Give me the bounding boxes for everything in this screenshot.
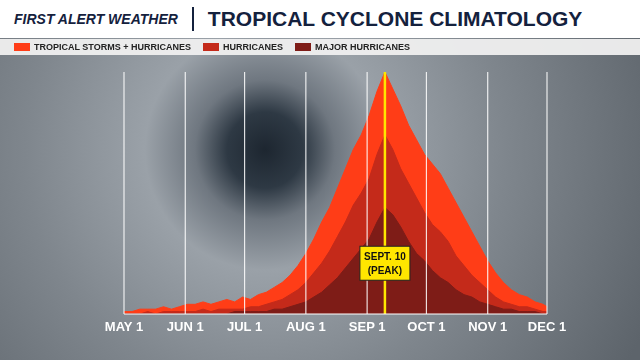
html-text:FIRST ALERT WEATHER: FIRST ALERT WEATHER — [14, 11, 178, 27]
html-text:TROPICAL STORMS + HURRICANES: TROPICAL STORMS + HURRICANES — [34, 42, 191, 52]
svg-text:(PEAK): (PEAK) — [368, 265, 402, 276]
html-text:HURRICANES: HURRICANES — [222, 42, 283, 52]
svg-text:JUL 1: JUL 1 — [227, 319, 262, 334]
svg-text:MAY 1: MAY 1 — [105, 319, 143, 334]
svg-text:AUG 1: AUG 1 — [286, 319, 326, 334]
svg-text:DEC 1: DEC 1 — [528, 319, 566, 334]
html-text:MAJOR HURRICANES: MAJOR HURRICANES — [315, 42, 410, 52]
svg-text:SEPT. 10: SEPT. 10 — [364, 251, 406, 262]
svg-text:SEP 1: SEP 1 — [349, 319, 386, 334]
html-text:TROPICAL CYCLONE CLIMATOLOGY: TROPICAL CYCLONE CLIMATOLOGY — [207, 7, 583, 30]
svg-text:JUN 1: JUN 1 — [167, 319, 204, 334]
svg-text:OCT 1: OCT 1 — [407, 319, 445, 334]
svg-text:NOV 1: NOV 1 — [468, 319, 507, 334]
